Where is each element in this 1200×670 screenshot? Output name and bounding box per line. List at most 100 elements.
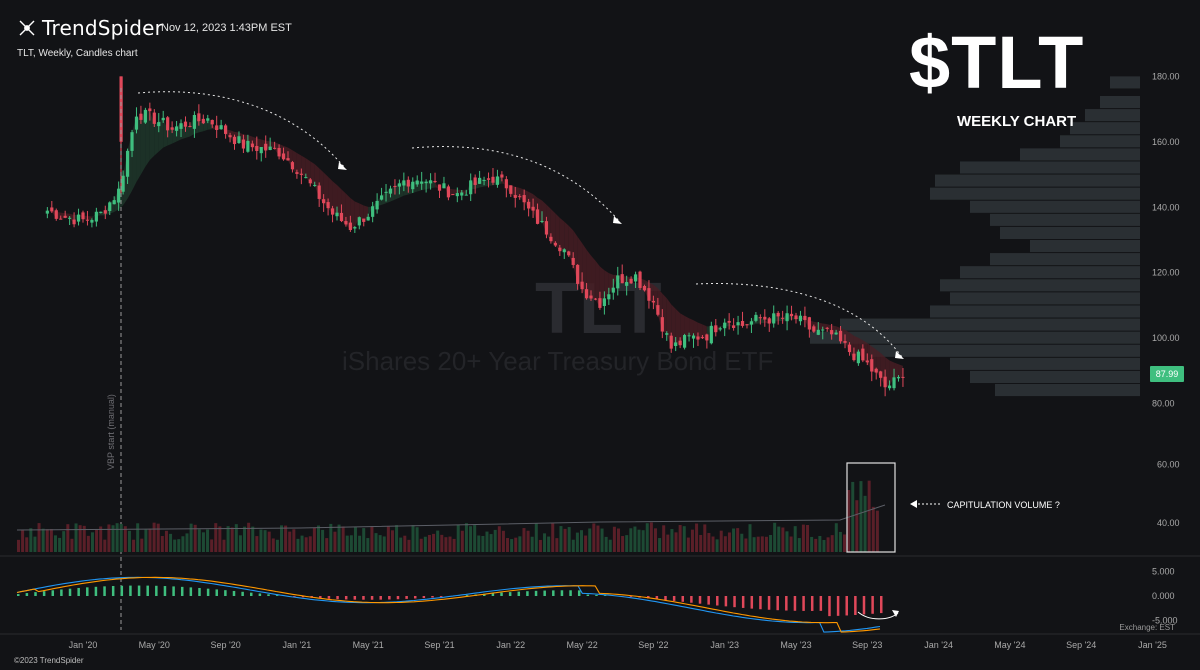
candle-body (206, 118, 210, 121)
volume-bar (571, 539, 575, 552)
volume-bar (169, 533, 173, 552)
macd-histogram-bar (405, 596, 408, 599)
volume-bar (280, 525, 284, 552)
volume-bar (637, 529, 641, 552)
macd-histogram-bar (785, 596, 788, 611)
volume-bar (736, 528, 740, 552)
volume-bar (608, 539, 612, 552)
candle-body (224, 125, 228, 134)
volume-bar (662, 525, 666, 552)
volume-bar (115, 523, 119, 552)
ema-cloud-segment (559, 217, 565, 252)
volume-bar (604, 536, 608, 552)
volume-bar (469, 526, 473, 552)
volume-bar (33, 536, 37, 552)
ema-cloud-segment (675, 308, 681, 346)
volume-profile-bar (1000, 226, 1140, 239)
macd-histogram-bar (810, 596, 814, 611)
macd-histogram-bar (25, 593, 29, 596)
macd-histogram-bar (655, 596, 659, 600)
candle-body (259, 147, 263, 154)
volume-bar (769, 534, 773, 552)
volume-bar (353, 527, 357, 552)
volume-bar (304, 537, 308, 552)
date-axis-tick: Sep '21 (424, 640, 454, 650)
candle-body (883, 376, 887, 388)
date-axis-tick: Sep '22 (638, 640, 668, 650)
candle-body (264, 143, 268, 151)
volume-bar (534, 523, 538, 552)
volume-bar (90, 532, 94, 552)
volume-profile-bar (990, 213, 1140, 226)
macd-signal-line (16, 576, 881, 633)
date-axis-tick: Jan '20 (69, 640, 98, 650)
volume-bar (666, 534, 670, 552)
volume-bar (62, 531, 66, 552)
candle-body (803, 315, 807, 321)
volume-bar (621, 536, 625, 552)
macd-histogram-bar (741, 596, 745, 608)
volume-bar (386, 526, 390, 552)
candle-body (121, 175, 125, 192)
volume-bar (152, 522, 156, 552)
volume-bar (308, 536, 312, 552)
volume-bar (395, 525, 399, 552)
volume-bar (325, 538, 329, 552)
candle-body (544, 221, 549, 235)
volume-bar (781, 527, 785, 552)
candle-body (838, 330, 843, 342)
candle-body (179, 123, 183, 129)
macd-histogram-bar (51, 590, 55, 596)
volume-bar (530, 536, 534, 552)
candle-body (638, 271, 642, 288)
volume-bar (526, 530, 530, 552)
macd-histogram-bar (871, 596, 874, 614)
volume-bar (292, 529, 296, 552)
ema-cloud-segment (435, 182, 440, 191)
candle-body (781, 317, 785, 319)
volume-bar (284, 525, 288, 552)
ema-cloud-segment (720, 322, 725, 329)
macd-histogram-bar (517, 591, 521, 596)
candle-body (473, 177, 477, 185)
volume-bar (300, 535, 304, 552)
volume-bar (843, 534, 847, 552)
volume-bar (707, 533, 711, 552)
macd-histogram-bar (370, 596, 374, 600)
volume-bar (592, 523, 596, 552)
capitulation-volume-label: CAPITULATION VOLUME ? (947, 500, 1060, 510)
candle-body (598, 298, 602, 308)
candle-body (665, 333, 669, 335)
macd-histogram-bar (206, 588, 210, 596)
candle-body (393, 185, 397, 187)
candle-body (402, 180, 406, 186)
macd-histogram-bar (293, 596, 296, 597)
candle-body (834, 332, 838, 335)
volume-bar (296, 538, 300, 552)
ema-cloud-segment (136, 116, 141, 182)
volume-bar (156, 523, 160, 552)
volume-bar (403, 535, 407, 552)
macd-histogram-bar (819, 596, 823, 611)
volume-bar (275, 539, 279, 552)
candle-body (495, 176, 500, 185)
ema-cloud-segment (207, 118, 213, 130)
candle-body (522, 195, 526, 203)
date-axis-tick: Jan '25 (1138, 640, 1167, 650)
macd-histogram-bar (275, 595, 279, 596)
candle-body (620, 274, 624, 284)
candle-body (607, 294, 611, 300)
volume-bar (415, 527, 419, 552)
macd-histogram-bar (690, 596, 693, 603)
volume-bar (99, 526, 103, 552)
volume-bar (727, 532, 731, 552)
volume-bar (497, 526, 501, 552)
date-axis-tick: Sep '20 (210, 640, 240, 650)
candle-body (281, 153, 286, 160)
candle-body (830, 330, 834, 335)
volume-bar (555, 538, 559, 552)
macd-histogram-bar (241, 591, 244, 596)
candle-body (210, 119, 214, 125)
date-axis-tick: Sep '23 (852, 640, 882, 650)
trend-arrow-head (338, 162, 347, 170)
